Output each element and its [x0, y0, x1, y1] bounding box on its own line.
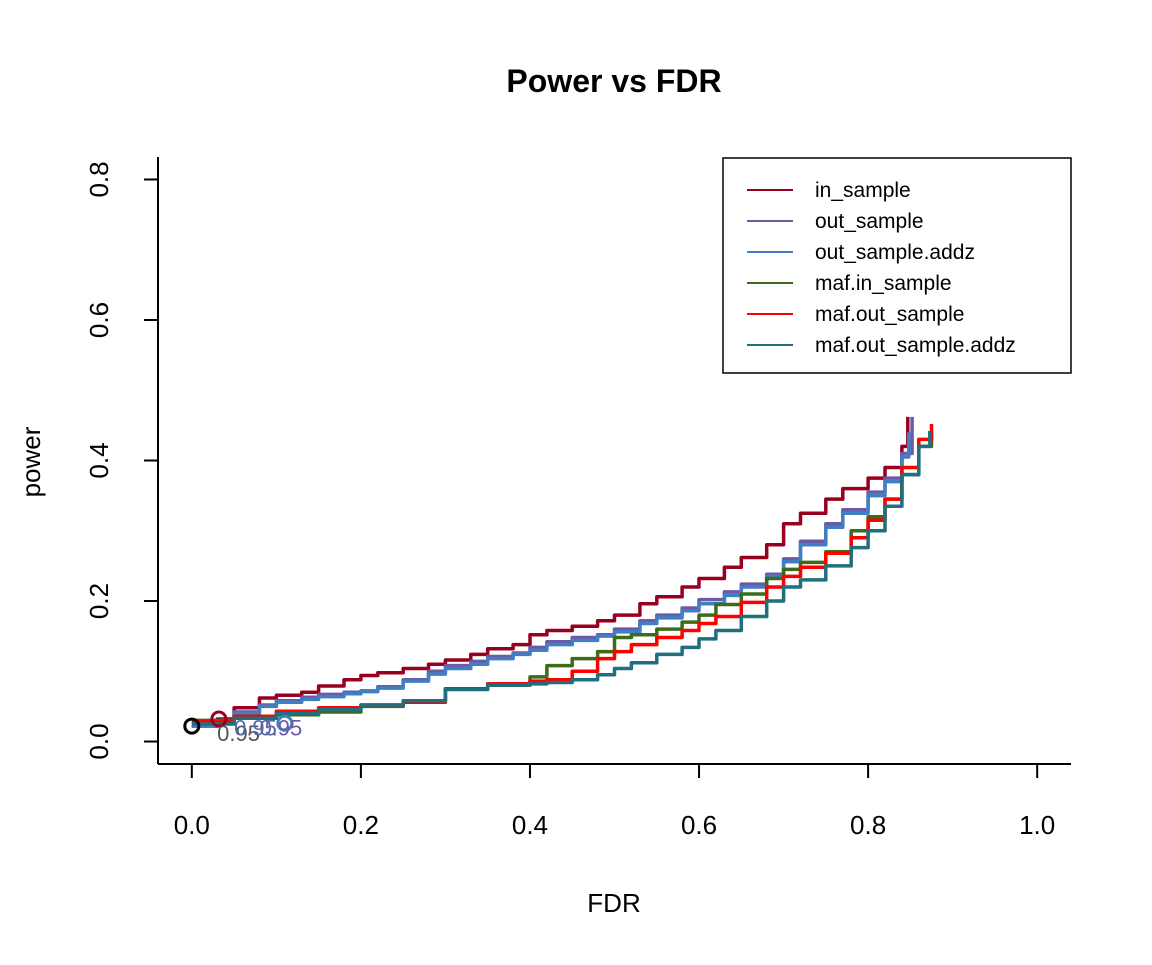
legend-label: out_sample: [815, 210, 924, 233]
x-tick-label: 0.0: [174, 810, 210, 840]
y-tick-label: 0.0: [84, 723, 114, 759]
legend-label: out_sample.addz: [815, 241, 975, 264]
series-line-out-sample-addz: [191, 432, 911, 728]
y-axis-label: power: [16, 426, 46, 497]
x-tick-label: 0.2: [343, 810, 379, 840]
legend-label: maf.out_sample.addz: [815, 334, 1016, 357]
threshold-annotation: 0.95: [259, 715, 302, 740]
legend-label: maf.in_sample: [815, 272, 952, 295]
x-tick-label: 1.0: [1019, 810, 1055, 840]
point-marker: [276, 714, 294, 732]
chart-title: Power vs FDR: [506, 63, 721, 99]
markers-group: 0.950.950.95: [183, 710, 302, 746]
legend: in_sample out_sample out_sample.addz maf.in…: [722, 157, 1072, 374]
point-marker: [183, 717, 201, 735]
x-axis-label: FDR: [587, 888, 640, 918]
legend-label: in_sample: [815, 179, 911, 202]
legend-box: [722, 157, 1072, 374]
y-tick-label: 0.2: [84, 583, 114, 619]
y-tick-label: 0.6: [84, 302, 114, 338]
threshold-annotation: 0.95: [217, 721, 260, 746]
series-line-in-sample: [191, 416, 910, 728]
series-group: [191, 416, 934, 728]
x-tick-label: 0.4: [512, 810, 548, 840]
y-tick-label: 0.4: [84, 442, 114, 478]
threshold-annotation: 0.95: [234, 715, 277, 740]
x-tick-label: 0.6: [681, 810, 717, 840]
y-tick-label: 0.8: [84, 161, 114, 197]
legend-label: maf.out_sample: [815, 303, 964, 326]
point-marker: [210, 710, 228, 728]
series-line-maf-out-sample-addz: [191, 431, 932, 726]
axes-group: 0.0 0.2 0.4 0.6 0.8 1.0 0.0 0.2 0.4 0.6 0.8: [84, 157, 1071, 840]
x-tick-label: 0.8: [850, 810, 886, 840]
